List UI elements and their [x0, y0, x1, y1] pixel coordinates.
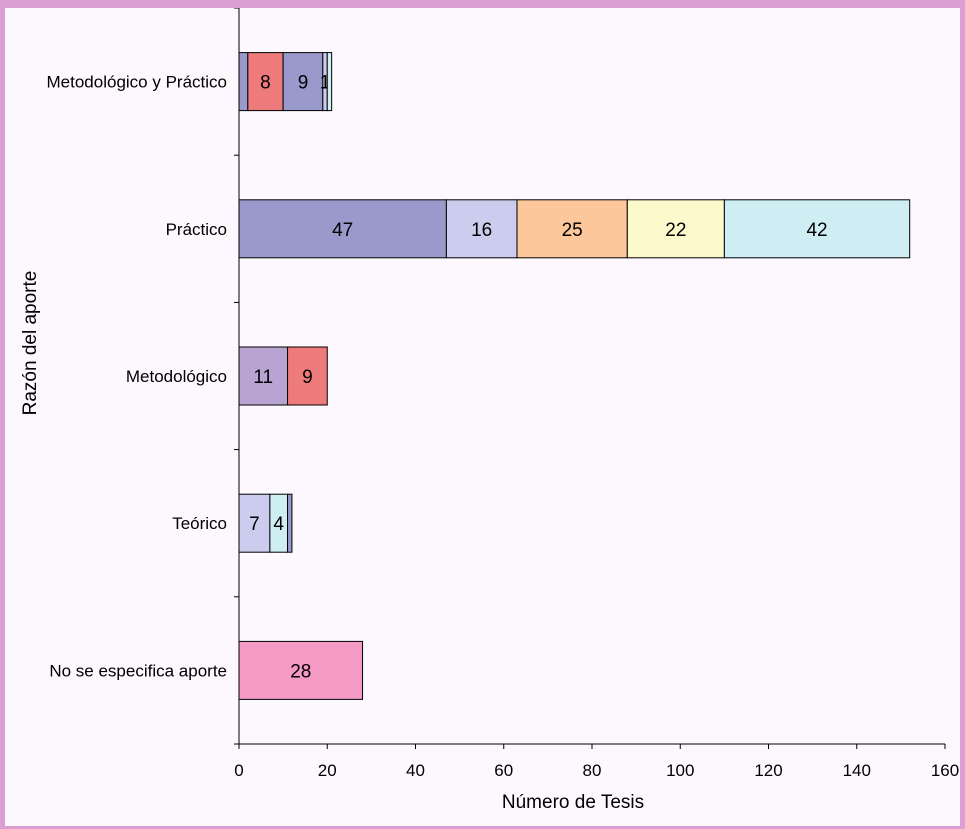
bar-segment	[282, 52, 324, 112]
bar-segment	[238, 52, 249, 112]
bar-segment	[445, 199, 518, 259]
data-label: 7	[249, 514, 260, 535]
data-label: 9	[302, 367, 313, 388]
data-label: 25	[562, 220, 583, 241]
x-tick-label: 40	[406, 761, 425, 780]
x-tick-label: 0	[234, 761, 243, 780]
x-axis-title: Número de Tesis	[502, 792, 644, 813]
x-tick-label: 160	[931, 761, 959, 780]
data-label: 16	[471, 220, 492, 241]
bar-segment	[247, 52, 284, 112]
bar-segment	[238, 199, 447, 259]
bar-segment	[238, 493, 271, 553]
plot-area: 0 20 40 60 80 100 120 140 160 Metodológico y Prác…	[47, 8, 959, 780]
bar-segment	[723, 199, 911, 259]
bar-segment	[287, 493, 293, 553]
bar-segment	[326, 52, 333, 112]
data-label: 28	[290, 661, 311, 682]
x-tick-label: 120	[754, 761, 782, 780]
category-label: No se especifica aporte	[49, 661, 227, 680]
category-label: Teórico	[172, 514, 227, 533]
bar-segment	[238, 640, 364, 700]
category-label: Metodológico y Práctico	[47, 73, 227, 92]
data-label: 22	[665, 220, 686, 241]
data-label: 9	[298, 73, 309, 94]
category-label: Metodológico	[126, 367, 227, 386]
y-axis-title: Razón del aporte	[20, 271, 41, 416]
chart-frame: 0 20 40 60 80 100 120 140 160 Metodológico y Prác…	[5, 8, 960, 826]
bar-segment	[238, 346, 289, 406]
data-label: 11	[253, 367, 273, 388]
bar-chart: 0 20 40 60 80 100 120 140 160 Metodológico y Prác…	[20, 8, 959, 813]
data-label: 1	[320, 73, 331, 94]
bar-segment	[626, 199, 725, 259]
data-label: 47	[332, 220, 353, 241]
x-tick-label: 80	[583, 761, 602, 780]
data-label: 8	[260, 73, 271, 94]
data-label: 4	[273, 514, 284, 535]
x-tick-label: 140	[843, 761, 871, 780]
x-tick-label: 60	[494, 761, 513, 780]
data-label: 42	[806, 220, 827, 241]
x-tick-label: 100	[666, 761, 694, 780]
x-tick-label: 20	[318, 761, 337, 780]
category-label: Práctico	[166, 220, 227, 239]
bar-segment	[287, 346, 328, 406]
